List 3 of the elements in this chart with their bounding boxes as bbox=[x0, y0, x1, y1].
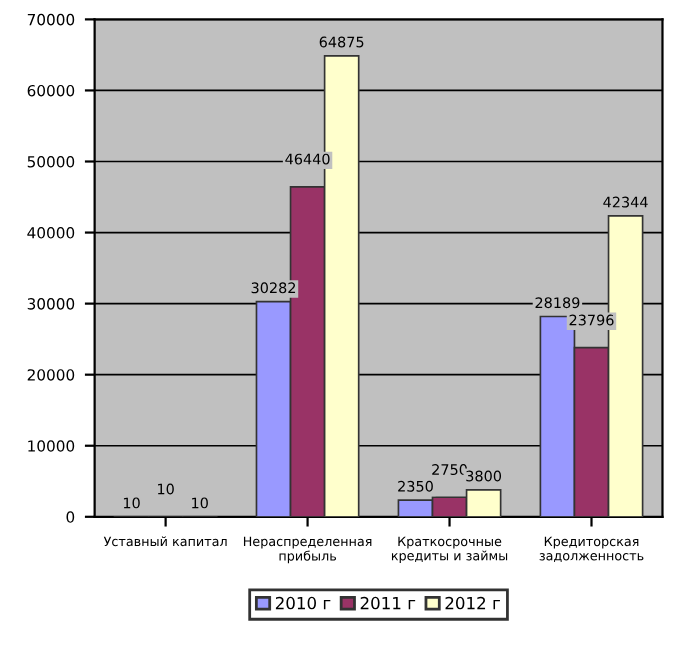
legend-label: 2011 г bbox=[360, 596, 416, 610]
legend-label: 2012 г bbox=[445, 596, 500, 610]
legend-label: 2010 г bbox=[275, 596, 331, 610]
